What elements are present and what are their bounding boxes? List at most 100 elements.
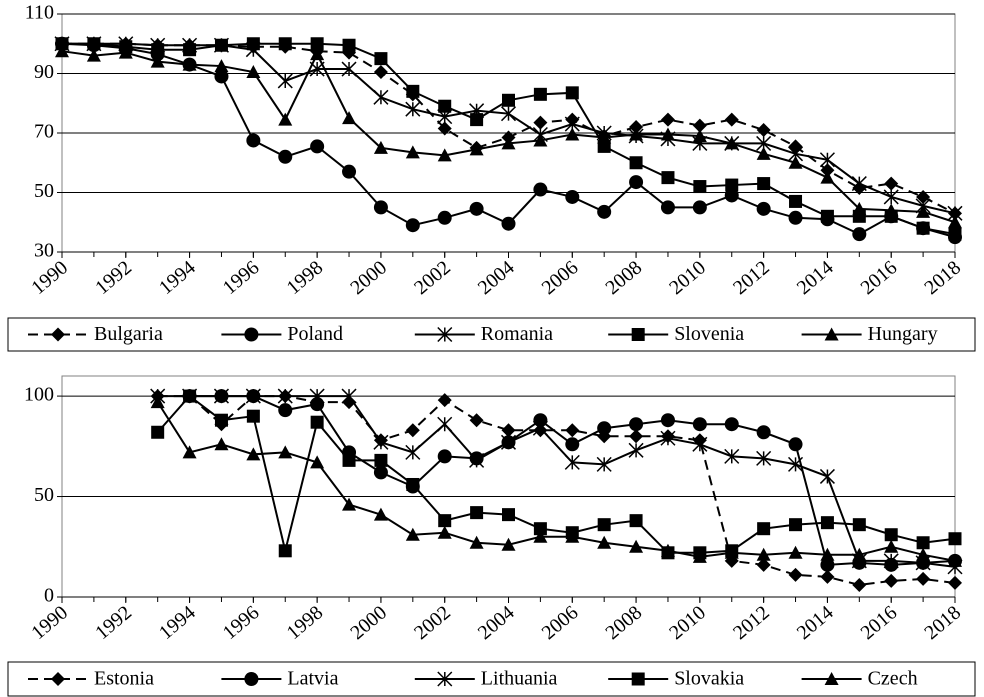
data-point [852,227,867,242]
data-point [438,514,452,528]
data-point [756,547,771,561]
data-point [692,128,707,142]
data-point [565,86,579,100]
data-point [884,539,899,553]
data-point [213,388,229,404]
data-point [565,127,580,141]
data-point [660,200,675,215]
data-point [756,123,771,138]
legend-label: Hungary [868,323,938,345]
data-point [820,163,835,178]
x-tick-label: 2004 [474,256,519,299]
y-tick-label: 50 [34,484,54,506]
data-point [789,194,803,208]
y-tick-label: 30 [34,240,54,262]
data-point [851,176,867,192]
data-point [756,201,771,216]
data-point [724,545,739,559]
data-point [437,416,453,432]
data-point [501,216,516,231]
data-point [883,553,899,569]
data-point [342,38,356,52]
data-point [55,44,69,58]
data-point [852,577,867,592]
data-point [597,130,612,144]
data-point [278,112,293,126]
x-tick-label: 2014 [793,601,838,644]
data-point [373,65,388,80]
data-point [405,145,420,159]
y-tick-label: 70 [34,121,54,143]
data-point [373,200,388,215]
data-point [437,449,452,464]
data-point [151,43,165,57]
data-point [916,547,931,561]
data-point [341,61,357,77]
x-tick-label: 2002 [410,601,455,644]
data-point [214,59,229,73]
legend-label: Bulgaria [94,323,163,345]
x-tick-label: 2000 [346,601,391,644]
x-tick-label: 2018 [920,601,965,644]
data-point [820,170,835,184]
y-tick-label: 0 [44,585,54,607]
data-point [788,210,803,225]
data-point [725,178,739,192]
data-point [692,436,708,452]
data-point [502,508,515,522]
data-point [788,567,803,582]
data-point [789,518,803,532]
x-tick-label: 2008 [601,256,646,299]
data-point [757,522,771,536]
legend-label: Czech [868,668,918,690]
data-point [884,528,898,542]
data-point [278,37,292,51]
data-point [437,210,452,225]
data-point [884,203,899,217]
data-point [660,413,675,428]
data-point [852,547,867,561]
data-point [151,425,165,439]
data-point [55,37,69,51]
data-point [692,417,707,432]
data-point [150,54,165,68]
data-point [469,201,484,216]
y-tick-label: 100 [24,384,54,406]
data-point [788,456,804,472]
data-point [533,529,548,543]
data-point [629,120,644,135]
data-point [533,522,547,536]
series-line [156,401,956,562]
data-point [310,415,324,429]
data-point [502,93,515,107]
data-point [692,200,707,215]
data-point [278,544,292,558]
data-point [182,445,197,459]
legend-label: Romania [481,323,553,345]
x-tick-label: 2008 [601,601,646,644]
data-point [309,388,325,404]
data-point [214,413,228,427]
data-point [948,575,962,590]
series-line [62,42,956,215]
x-tick-label: 2002 [410,256,455,299]
data-point [660,112,675,127]
data-point [724,448,740,464]
data-point [820,547,835,561]
series-line [62,42,956,215]
data-point [724,136,739,150]
data-point [948,227,962,241]
legend-marker [244,327,259,342]
data-point [469,413,484,428]
data-point [788,155,803,169]
legend-label: Latvia [287,668,338,690]
data-point [246,65,261,79]
data-point [437,121,452,136]
data-point [246,447,261,461]
data-point [628,442,644,458]
data-point [246,409,260,423]
data-point [310,37,324,51]
legend-marker [631,328,645,341]
legend-marker [51,327,65,342]
